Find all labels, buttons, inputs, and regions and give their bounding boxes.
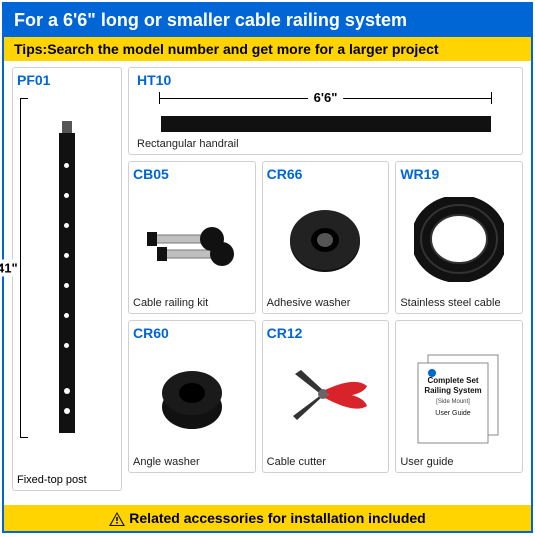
cell-pf01: PF01 41" Fix <box>12 67 122 491</box>
code-cr60: CR60 <box>133 325 251 341</box>
cell-cr12: CR12 Cable cutter <box>262 320 390 473</box>
code-cr66: CR66 <box>267 166 385 182</box>
cell-cr66: CR66 Adhesive washer <box>262 161 390 314</box>
dim-horizontal: 6'6" <box>159 90 492 106</box>
cell-cb05: CB05 Cable railing kit <box>128 161 256 314</box>
guide-icon: Complete Set Railing System [Side Mount]… <box>400 339 518 454</box>
post-icon <box>59 133 75 433</box>
dim-41in: 41" <box>0 260 18 277</box>
desc-pf01: Fixed-top post <box>17 474 117 486</box>
right-column: HT10 6'6" Rectangular handrail CB05 <box>128 67 523 491</box>
desc-guide: User guide <box>400 456 518 468</box>
cutter-icon <box>267 343 385 454</box>
tips-label: Tips: <box>14 41 47 57</box>
washer-icon <box>267 184 385 295</box>
warning-icon <box>109 512 125 526</box>
desc-cb05: Cable railing kit <box>133 297 251 309</box>
svg-text:[Side Mount]: [Side Mount] <box>436 399 470 405</box>
infographic-container: For a 6'6" long or smaller cable railing… <box>2 2 533 533</box>
header-text: For a 6'6" long or smaller cable railing… <box>14 10 407 30</box>
dim-6ft6: 6'6" <box>308 90 344 105</box>
handrail-icon <box>161 116 491 132</box>
svg-text:Complete Set: Complete Set <box>428 376 479 385</box>
tips-bar: Tips:Search the model number and get mor… <box>4 37 531 61</box>
code-wr19: WR19 <box>400 166 518 182</box>
desc-cr12: Cable cutter <box>267 456 385 468</box>
cell-ht10: HT10 6'6" Rectangular handrail <box>128 67 523 155</box>
row-middle: CB05 Cable railing kit CR66 <box>128 161 523 314</box>
cell-wr19: WR19 Stainless steel cable <box>395 161 523 314</box>
desc-cr60: Angle washer <box>133 456 251 468</box>
footer-bar: Related accessories for installation inc… <box>4 505 531 531</box>
desc-ht10: Rectangular handrail <box>137 138 514 150</box>
footer-text: Related accessories for installation inc… <box>129 510 425 526</box>
cell-guide: Complete Set Railing System [Side Mount]… <box>395 320 523 473</box>
tips-text: Search the model number and get more for… <box>47 41 438 57</box>
angle-washer-icon <box>133 343 251 454</box>
product-grid: PF01 41" Fix <box>4 61 531 491</box>
code-cb05: CB05 <box>133 166 251 182</box>
cell-cr60: CR60 Angle washer <box>128 320 256 473</box>
code-ht10: HT10 <box>137 72 514 88</box>
cable-coil-icon <box>400 184 518 295</box>
svg-text:Railing System: Railing System <box>424 386 481 395</box>
kit-icon <box>133 184 251 295</box>
row-bottom: CR60 Angle washer CR12 <box>128 320 523 473</box>
code-pf01: PF01 <box>17 72 117 88</box>
post-illustration <box>17 90 117 470</box>
header-bar: For a 6'6" long or smaller cable railing… <box>4 4 531 37</box>
desc-wr19: Stainless steel cable <box>400 297 518 309</box>
desc-cr66: Adhesive washer <box>267 297 385 309</box>
svg-text:User Guide: User Guide <box>435 410 471 417</box>
code-cr12: CR12 <box>267 325 385 341</box>
